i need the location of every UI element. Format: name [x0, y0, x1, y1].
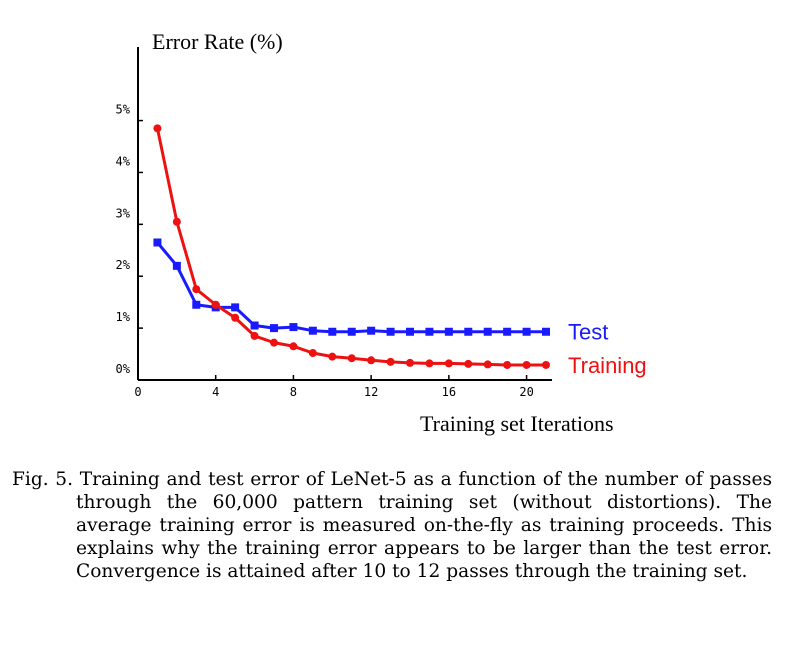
test-data-point: [192, 300, 201, 309]
test-data-point: [483, 327, 492, 336]
training-data-point: [406, 358, 414, 367]
training-data-point: [386, 357, 395, 366]
x-tick-label: 4: [212, 385, 219, 399]
training-data-point: [231, 313, 240, 322]
figure-caption: Fig. 5. Training and test error of LeNet…: [12, 469, 772, 582]
test-series-line: [156, 241, 546, 334]
training-data-point: [328, 352, 337, 361]
training-data-point: [503, 360, 512, 369]
test-data-point: [270, 324, 278, 333]
training-data-point: [522, 360, 531, 369]
x-tick-label: 20: [519, 385, 533, 399]
test-data-point: [289, 323, 298, 332]
x-axis-title: Training set Iterations: [420, 411, 614, 436]
x-tick-label: 0: [134, 385, 141, 399]
training-data-point: [289, 342, 298, 351]
test-data-point: [425, 327, 434, 336]
test-data-point: [503, 327, 512, 336]
training-data-point: [172, 217, 181, 226]
y-tick-label: 1%: [116, 310, 131, 324]
y-tick-label: 2%: [116, 258, 131, 272]
training-data-point: [153, 124, 162, 133]
x-tick-label: 16: [442, 385, 456, 399]
x-tick-labels: 0 4 8 12 16 20: [134, 375, 534, 399]
axes: [137, 47, 552, 381]
test-data-point: [328, 327, 337, 336]
x-tick-label: 8: [290, 385, 297, 399]
test-data-point: [386, 327, 395, 336]
training-data-point: [542, 360, 550, 369]
y-tick-label: 4%: [116, 154, 131, 168]
test-data-point: [347, 327, 356, 336]
training-data-point: [464, 359, 473, 368]
training-data-point: [483, 360, 492, 369]
training-legend-label: Training: [568, 353, 647, 378]
y-tick-label: 5%: [116, 103, 131, 117]
training-data-point: [308, 349, 317, 358]
training-data-point: [211, 300, 220, 309]
test-data-point: [444, 327, 453, 336]
series-lines: [153, 124, 550, 369]
test-data-point: [542, 327, 550, 336]
training-data-point: [270, 338, 278, 347]
test-data-point: [308, 326, 317, 335]
y-tick-label: 0%: [116, 362, 131, 376]
test-data-point: [250, 321, 259, 330]
training-data-point: [425, 359, 434, 368]
y-tick-label: 3%: [116, 206, 131, 220]
test-legend-label: Test: [568, 320, 608, 345]
y-tick-labels: 0% 1% 2% 3% 4% 5%: [116, 103, 143, 381]
training-data-point: [444, 359, 453, 368]
test-data-point: [172, 261, 181, 270]
legend: Test Training: [568, 320, 647, 378]
test-data-point: [406, 327, 414, 336]
training-data-point: [367, 356, 376, 365]
test-data-point: [522, 327, 531, 336]
test-data-point: [231, 303, 240, 312]
test-data-point: [367, 326, 376, 335]
training-data-point: [250, 331, 259, 340]
x-tick-label: 12: [364, 385, 378, 399]
test-data-point: [153, 238, 162, 247]
training-data-point: [192, 285, 201, 294]
y-axis-title: Error Rate (%): [152, 29, 283, 54]
error-rate-chart: Error Rate (%) 0% 1% 2% 3% 4% 5% 0 4 8 12 16 20 Te…: [116, 29, 647, 436]
training-data-point: [347, 354, 356, 363]
test-data-point: [464, 327, 473, 336]
